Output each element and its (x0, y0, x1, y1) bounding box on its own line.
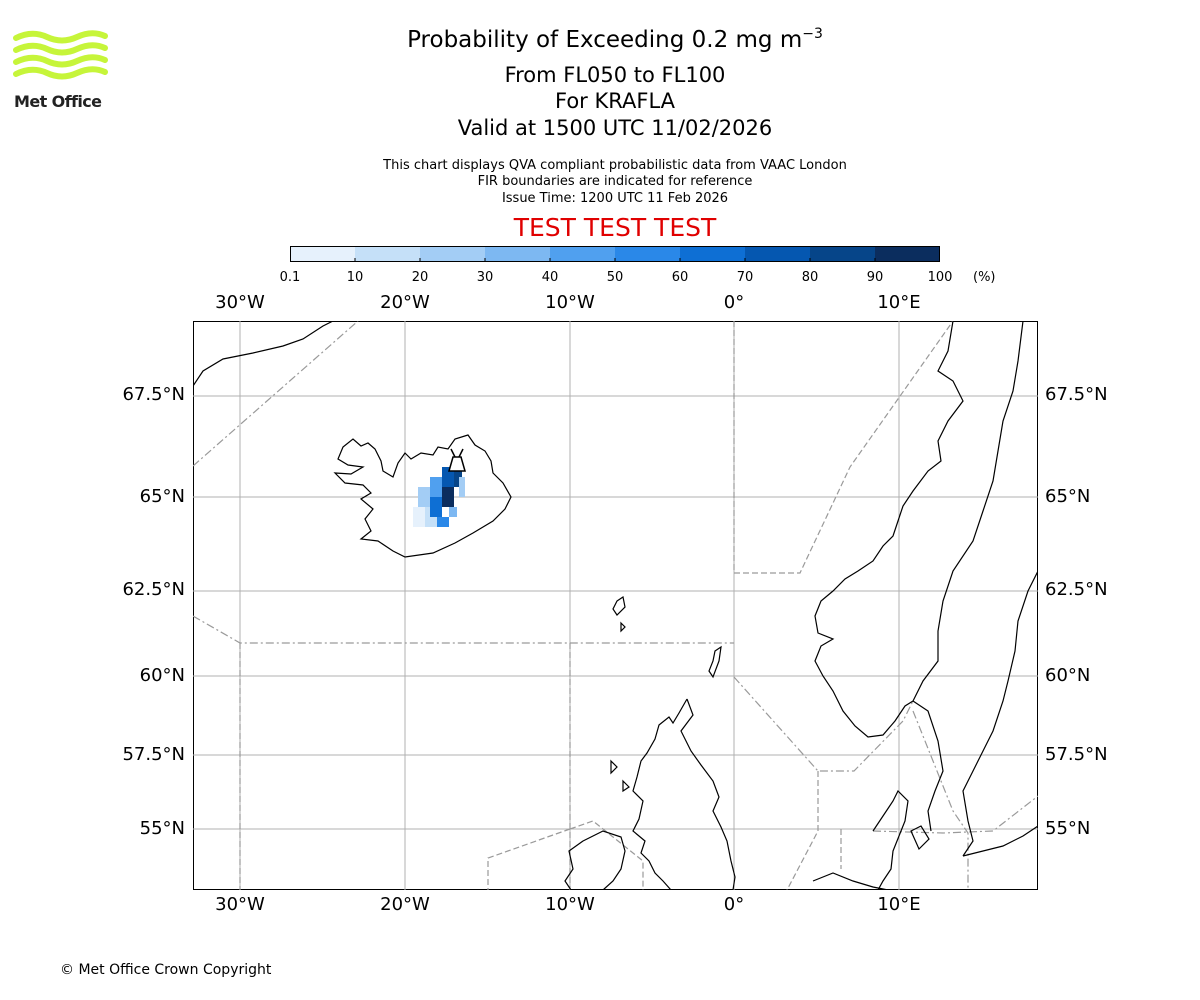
lon-label-top: 10°W (545, 292, 595, 313)
colorbar-tick: 50 (606, 270, 624, 285)
colorbar-segment (615, 246, 681, 262)
note-qva: This chart displays QVA compliant probab… (383, 158, 847, 173)
colorbar-tick: 90 (866, 270, 884, 285)
lat-label-left: 67.5°N (122, 384, 185, 405)
colorbar-tick: 70 (736, 270, 754, 285)
lat-label-right: 67.5°N (1045, 384, 1108, 405)
colorbar-segment (745, 246, 811, 262)
volcano-icon (448, 448, 466, 472)
note-fir: FIR boundaries are indicated for referen… (477, 174, 753, 189)
probability-colorbar (290, 246, 940, 262)
lat-label-left: 57.5°N (122, 744, 185, 765)
map-frame (193, 321, 1038, 890)
title-text: Probability of Exceeding 0.2 mg m (407, 27, 803, 53)
lon-label-top: 30°W (215, 292, 265, 313)
logo-text: Met Office (14, 92, 102, 111)
colorbar-tick: 40 (541, 270, 559, 285)
lon-label-bottom: 20°W (380, 894, 430, 915)
colorbar-segment (485, 246, 551, 262)
lat-label-right: 65°N (1045, 486, 1091, 507)
colorbar-tick: 100 (927, 270, 953, 285)
copyright: © Met Office Crown Copyright (60, 962, 272, 978)
lat-label-left: 55°N (139, 818, 185, 839)
colorbar-tick: 60 (671, 270, 689, 285)
ash-probability-field (413, 457, 465, 527)
title-exponent: −3 (802, 26, 823, 42)
fir-boundaries (193, 321, 1038, 890)
colorbar-segment (810, 246, 876, 262)
lon-label-bottom: 0° (723, 894, 745, 915)
colorbar-segment (355, 246, 421, 262)
colorbar-segment (875, 246, 940, 262)
colorbar-tick: 30 (476, 270, 494, 285)
colorbar-segment (550, 246, 616, 262)
colorbar-tick: 20 (411, 270, 429, 285)
colorbar-tick: 0.1 (279, 270, 301, 285)
lat-label-left: 62.5°N (122, 579, 185, 600)
colorbar-tick: 80 (801, 270, 819, 285)
lon-label-bottom: 30°W (215, 894, 265, 915)
lon-label-top: 10°E (877, 292, 921, 313)
chart-title: Probability of Exceeding 0.2 mg m−3 (300, 26, 930, 53)
colorbar-segment (420, 246, 486, 262)
lat-label-right: 62.5°N (1045, 579, 1108, 600)
flight-level-range: From FL050 to FL100 (504, 63, 726, 87)
colorbar-segment (290, 246, 356, 262)
lon-label-top: 20°W (380, 292, 430, 313)
volcano-name: For KRAFLA (555, 89, 675, 113)
lat-label-right: 57.5°N (1045, 744, 1108, 765)
issue-time: Issue Time: 1200 UTC 11 Feb 2026 (501, 191, 729, 206)
met-office-logo (13, 30, 108, 80)
lon-label-bottom: 10°E (877, 894, 921, 915)
lon-label-bottom: 10°W (545, 894, 595, 915)
valid-time: Valid at 1500 UTC 11/02/2026 (457, 116, 773, 140)
lat-label-right: 60°N (1045, 665, 1091, 686)
map-panel (193, 321, 1038, 890)
colorbar-segment (680, 246, 746, 262)
test-banner: TEST TEST TEST (513, 213, 717, 242)
colorbar-unit: (%) (973, 270, 996, 285)
lat-label-left: 65°N (139, 486, 185, 507)
coastlines (193, 321, 1038, 890)
colorbar-tick: 10 (346, 270, 364, 285)
lat-label-right: 55°N (1045, 818, 1091, 839)
lat-label-left: 60°N (139, 665, 185, 686)
lon-label-top: 0° (723, 292, 745, 313)
